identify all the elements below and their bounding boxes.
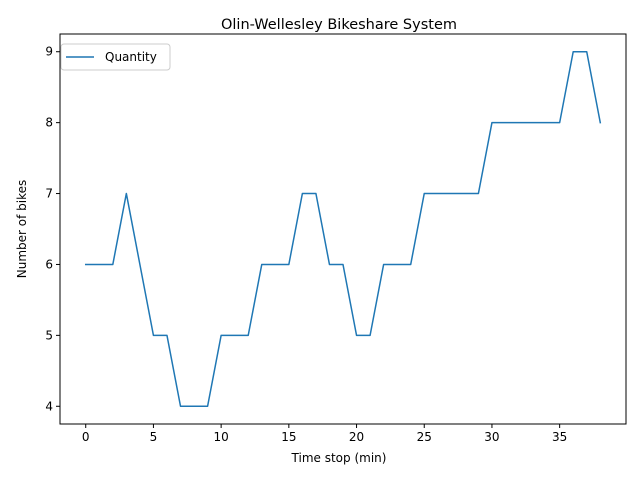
plot-area [84,50,602,408]
x-tick-label: 0 [82,430,90,444]
legend: Quantity [60,43,171,71]
legend-label-quantity: Quantity [105,50,157,64]
x-tick-label: 35 [552,430,567,444]
x-tick-label: 25 [417,430,432,444]
y-axis-label: Number of bikes [15,180,29,279]
y-axis: 4 5 6 7 8 9 [45,45,60,413]
x-tick-label: 20 [349,430,364,444]
x-tick-label: 10 [213,430,228,444]
y-tick-label: 6 [45,257,53,271]
x-tick-label: 5 [150,430,158,444]
legend-box [60,43,171,71]
y-tick-label: 5 [45,328,53,342]
axes-frame [59,33,627,425]
y-tick-label: 9 [45,45,53,59]
y-tick-label: 8 [45,116,53,130]
chart-title: Olin-Wellesley Bikeshare System [221,17,457,33]
y-tick-label: 7 [45,187,53,201]
x-tick-label: 15 [281,430,296,444]
x-axis: 0 5 10 15 20 25 30 35 [82,424,567,444]
x-axis-label: Time stop (min) [291,451,387,465]
x-tick-label: 30 [484,430,499,444]
y-tick-label: 4 [45,399,53,413]
series-line-quantity [84,50,602,408]
